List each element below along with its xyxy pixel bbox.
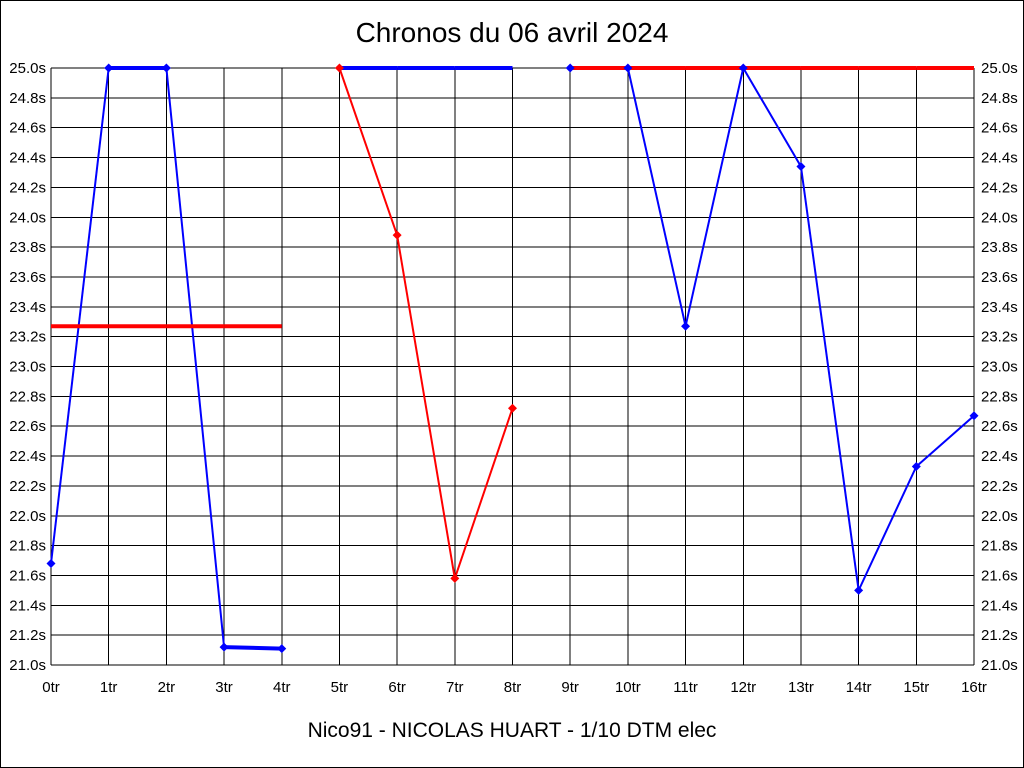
serie-bleue-line-segment [626,67,687,327]
x-tick-label: 2tr [158,679,176,696]
serie-bleue-line-segment [857,466,918,591]
serie-bleue-data-point-marker [796,162,806,172]
y-tick-label-left: 22.8s [9,388,46,405]
serie-bleue-data-point-marker [104,63,114,73]
serie-rouge-data-point-marker [392,230,402,240]
y-tick-label-right: 24.2s [981,179,1018,196]
serie-rouge-data-point-marker [450,573,460,583]
serie-bleue-data-point-marker [46,559,56,569]
x-tick-label: 14tr [846,679,872,696]
y-tick-label-right: 23.0s [981,359,1018,376]
y-tick-label-left: 21.8s [9,538,46,555]
x-tick-label: 7tr [446,679,464,696]
y-tick-label-right: 22.8s [981,388,1018,405]
y-tick-label-right: 22.4s [981,448,1018,465]
y-tick-label-right: 24.4s [981,150,1018,167]
y-tick-label-left: 22.6s [9,418,46,435]
y-tick-label-left: 22.2s [9,478,46,495]
serie-bleue-line-segment [799,166,860,591]
x-tick-label: 15tr [903,679,929,696]
y-tick-label-right: 23.2s [981,329,1018,346]
x-tick-label: 4tr [273,679,291,696]
y-tick-label-left: 24.8s [9,90,46,107]
y-tick-label-left: 24.2s [9,179,46,196]
serie-bleue-line-segment [50,67,110,564]
serie-bleue-data-point-marker [161,63,171,73]
x-tick-label: 1tr [100,679,118,696]
x-tick-label: 11tr [673,679,698,696]
y-tick-label-right: 21.6s [981,567,1018,584]
x-tick-label: 16tr [961,679,987,696]
serie-rouge-data-point-marker [334,63,344,73]
y-tick-label-right: 21.0s [981,657,1018,674]
serie-bleue-data-point-marker [911,461,921,471]
y-tick-label-right: 24.0s [981,209,1018,226]
y-tick-label-right: 21.8s [981,538,1018,555]
x-tick-label: 13tr [788,679,814,696]
serie-bleue-data-point-marker [854,585,864,595]
serie-bleue-line-segment [684,67,745,327]
serie-bleue-line-segment [224,645,282,651]
y-tick-label-left: 23.8s [9,239,46,256]
y-tick-label-left: 22.4s [9,448,46,465]
y-tick-label-left: 24.4s [9,150,46,167]
y-tick-label-left: 21.2s [9,627,46,644]
x-tick-label: 3tr [215,679,233,696]
y-tick-label-right: 24.8s [981,90,1018,107]
x-tick-label: 5tr [331,679,349,696]
y-tick-label-left: 21.4s [9,597,46,614]
y-tick-label-right: 25.0s [981,60,1018,77]
serie-rouge-line-segment [338,67,399,236]
serie-bleue-data-point-marker [681,321,691,331]
y-tick-label-right: 24.6s [981,120,1018,137]
serie-rouge-line-segment [396,234,456,579]
x-tick-label: 10tr [615,679,641,696]
serie-bleue-data-point-marker [565,63,575,73]
serie-rouge-data-point-marker [508,403,517,413]
serie-bleue-data-point-marker [738,63,748,73]
y-tick-label-left: 23.0s [9,359,46,376]
y-tick-label-right: 22.2s [981,478,1018,495]
x-tick-label: 8tr [504,679,522,696]
y-tick-label-left: 21.6s [9,567,46,584]
y-tick-label-left: 21.0s [9,657,46,674]
serie-rouge-line-segment [453,407,514,579]
x-tick-label: 9tr [561,679,579,696]
y-tick-label-left: 23.4s [9,299,46,316]
y-tick-label-left: 23.6s [9,269,46,286]
y-tick-label-left: 24.6s [9,120,46,137]
serie-bleue-line-segment [742,67,802,168]
driver-and-class-label: Nico91 - NICOLAS HUART - 1/10 DTM elec [307,719,717,742]
x-tick-label: 6tr [388,679,406,696]
y-tick-label-right: 22.6s [981,418,1018,435]
serie-bleue-data-point-marker [969,411,979,421]
serie-bleue-data-point-marker [219,642,229,652]
y-tick-label-left: 23.2s [9,329,46,346]
y-tick-label-right: 23.4s [981,299,1018,316]
y-tick-label-right: 22.0s [981,508,1018,525]
y-tick-label-left: 25.0s [9,60,46,77]
y-tick-label-left: 22.0s [9,508,46,525]
serie-bleue-data-point-marker [623,63,633,73]
chart-title: Chronos du 06 avril 2024 [355,17,669,48]
y-tick-label-right: 21.2s [981,627,1018,644]
y-tick-label-right: 21.4s [981,597,1018,614]
serie-bleue-line-segment [165,67,226,648]
y-tick-label-right: 23.6s [981,269,1018,286]
serie-bleue-line-segment [915,415,975,468]
x-tick-label: 0tr [42,679,60,696]
x-tick-label: 12tr [730,679,756,696]
serie-bleue-data-point-marker [277,644,287,654]
y-tick-label-right: 23.8s [981,239,1018,256]
y-tick-label-left: 24.0s [9,209,46,226]
